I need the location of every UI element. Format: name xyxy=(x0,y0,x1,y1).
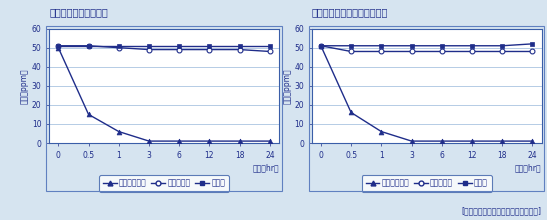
Y-axis label: 濃度（ppm）: 濃度（ppm） xyxy=(283,68,292,104)
Legend: ビタットくん, 対照（水）, 空試験: ビタットくん, 対照（水）, 空試験 xyxy=(99,175,229,192)
Y-axis label: 濃度（ppm）: 濃度（ppm） xyxy=(20,68,29,104)
Text: アンモニアの試験結果: アンモニアの試験結果 xyxy=(49,7,108,17)
Legend: ビタットくん, 対照（水）, 空試験: ビタットくん, 対照（水）, 空試験 xyxy=(362,175,492,192)
Text: トリメチルアミンの試験結果: トリメチルアミンの試験結果 xyxy=(312,7,388,17)
Text: [財団法人日本食品分析センター調べ]: [財団法人日本食品分析センター調べ] xyxy=(462,207,542,216)
Text: 時間（hr）: 時間（hr） xyxy=(515,164,542,173)
Text: 時間（hr）: 時間（hr） xyxy=(252,164,279,173)
